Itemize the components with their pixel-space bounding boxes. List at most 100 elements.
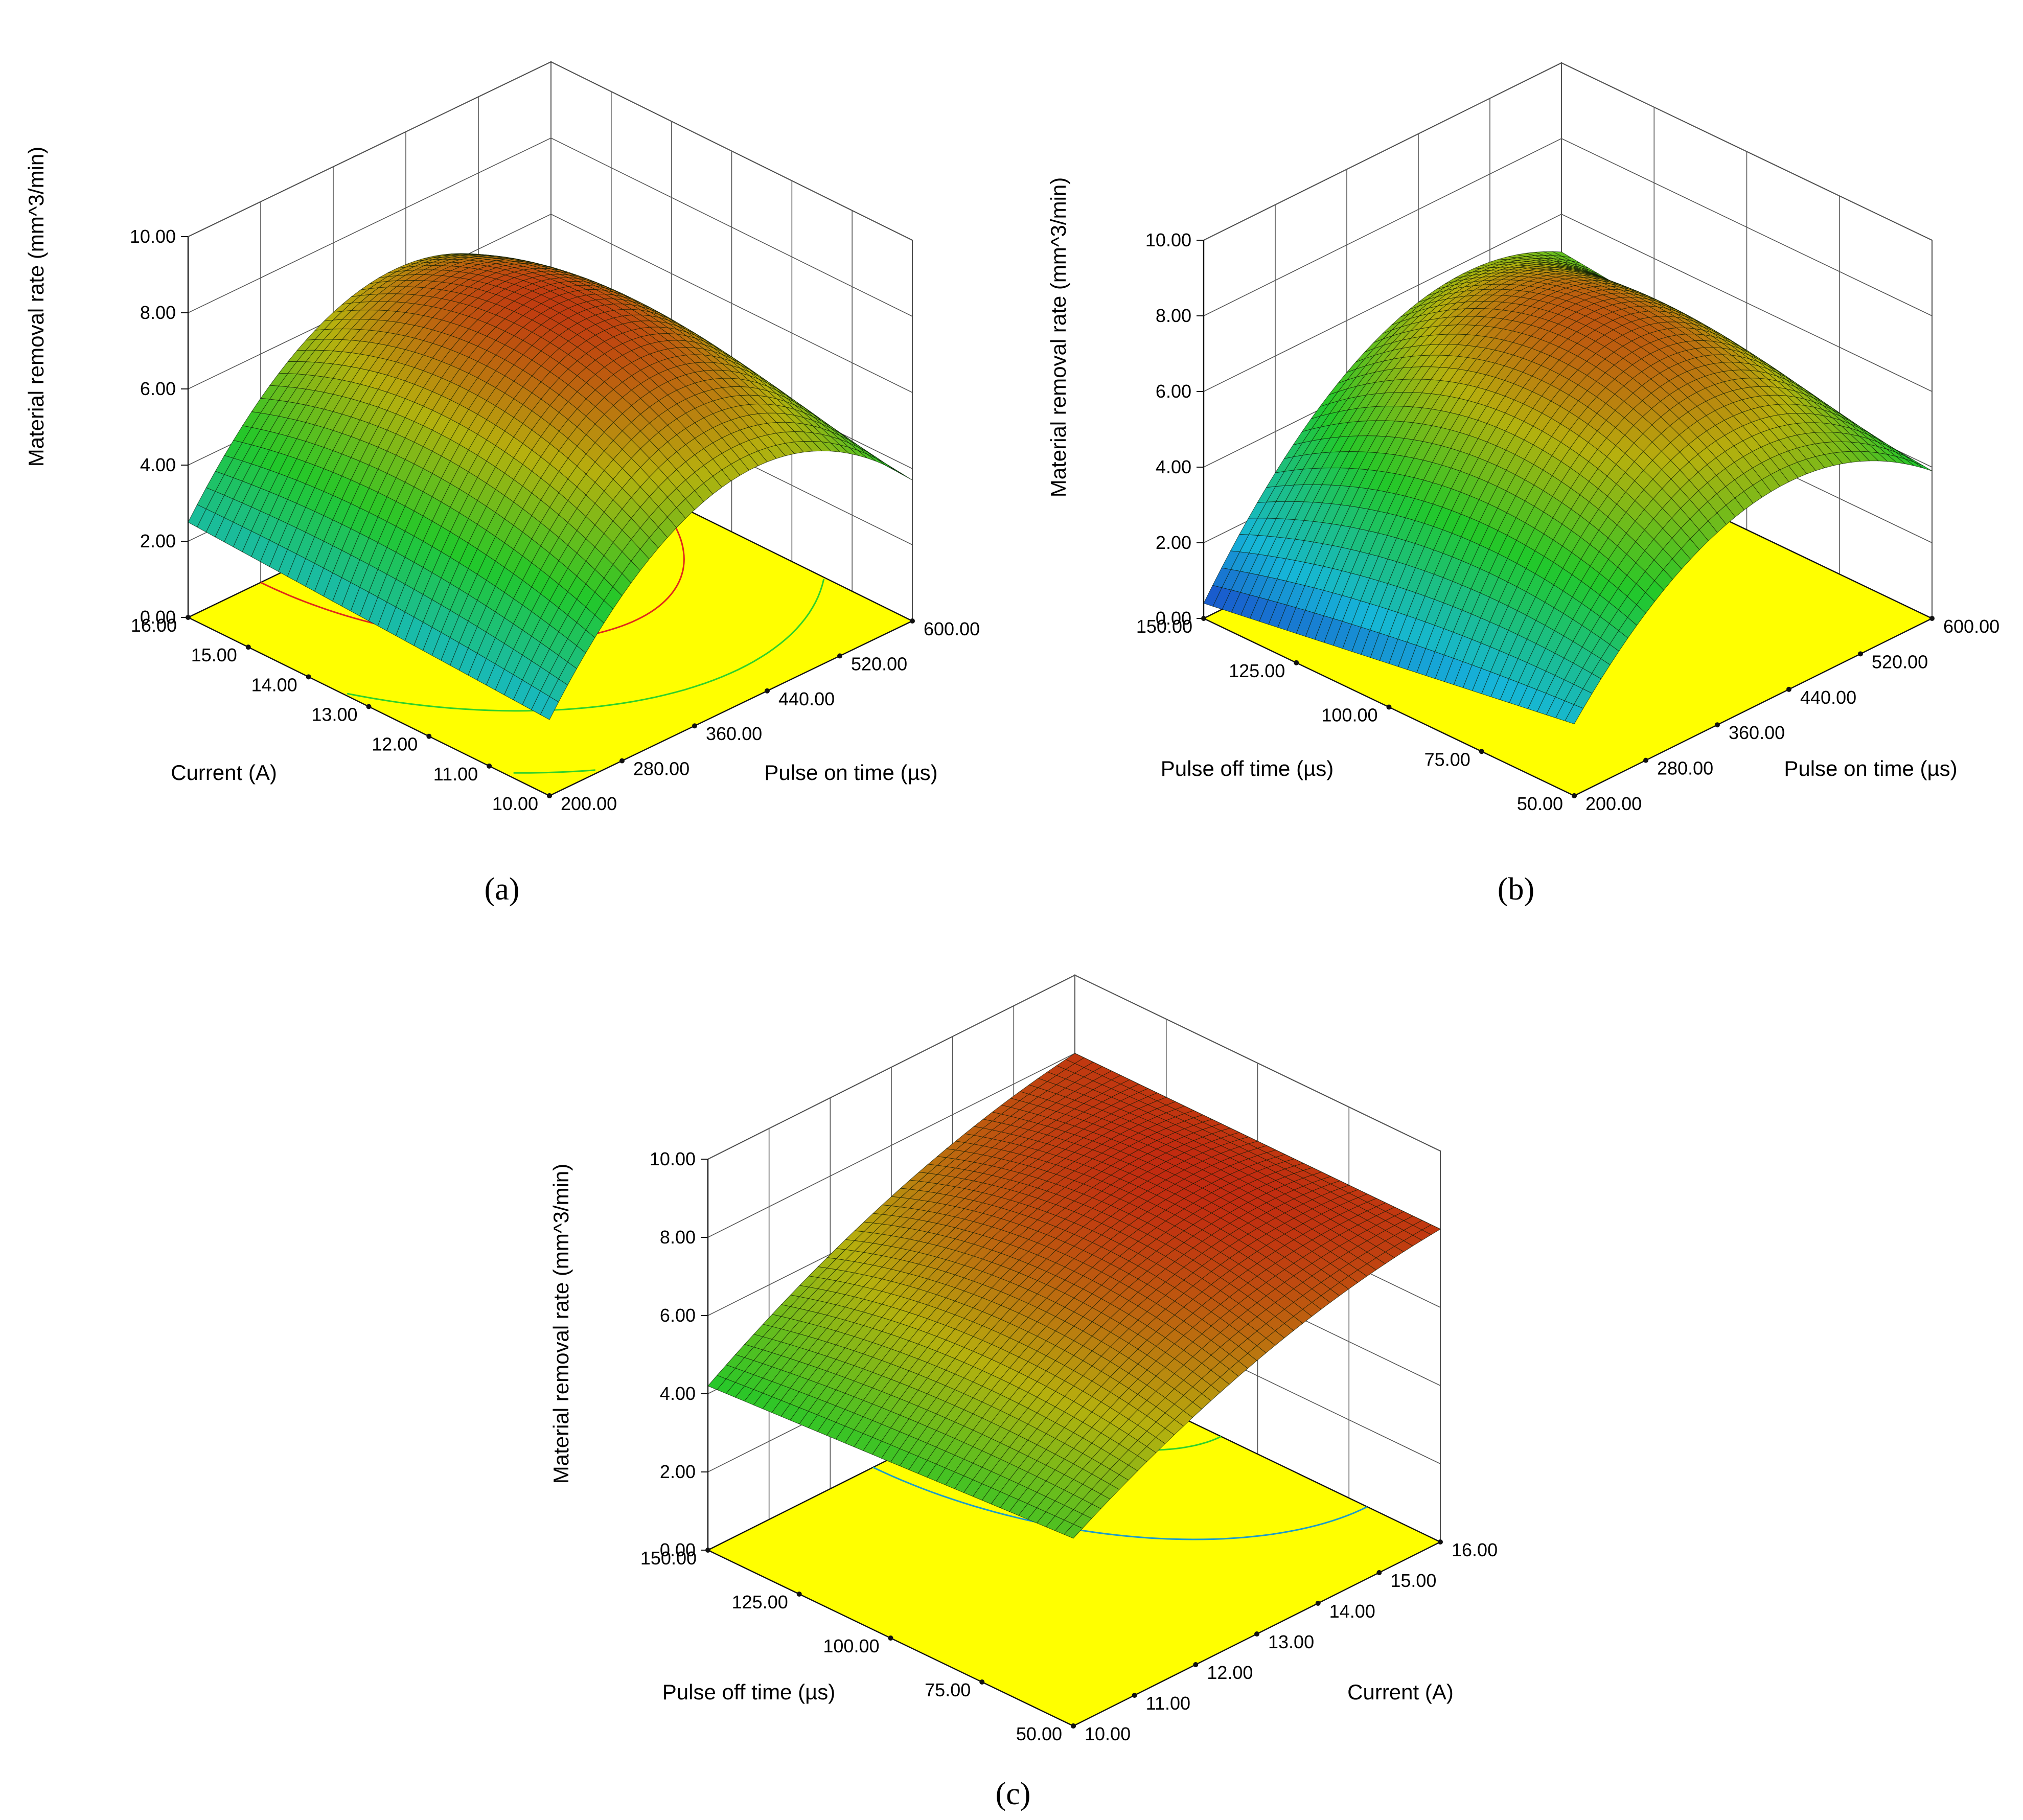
x-tick-label: 520.00 [1872,651,1928,672]
panel-a-x-axis-label: Pulse on time (µs) [764,761,937,785]
y-tick-mark [306,674,311,680]
y-tick-mark [245,644,251,650]
panel-a-surface [188,253,913,720]
x-tick-label: 600.00 [924,618,980,639]
y-tick-label: 50.00 [1517,793,1563,814]
y-tick-mark [487,763,492,769]
z-tick-label: 2.00 [1156,532,1191,553]
panel-a-ticks: 200.00 280.00 360.00 440.00 520.00 600.00 10.0… [130,226,980,814]
x-tick-label: 440.00 [778,688,835,709]
wall-gridline [1203,138,1933,316]
y-tick-mark [366,704,372,709]
z-tick-label: 4.00 [660,1383,696,1404]
z-tick-label: 10.00 [130,226,176,247]
z-tick-label: 2.00 [660,1461,696,1482]
wall-gridline [188,61,913,241]
wall-gridline [188,137,913,317]
z-tick-label: 4.00 [140,454,176,475]
y-tick-mark [426,733,432,739]
x-tick-label: 11.00 [1146,1693,1190,1714]
x-tick-mark [1643,757,1648,763]
y-tick-mark [1294,660,1299,665]
x-tick-mark [765,688,770,694]
z-tick-label: 8.00 [1156,305,1191,326]
y-tick-mark [1572,793,1577,798]
y-tick-label: 12.00 [372,734,418,755]
y-tick-mark [796,1592,802,1597]
x-tick-mark [1132,1693,1137,1698]
y-tick-label: 16.00 [131,615,177,636]
panel-b-x-axis-label: Pulse on time (µs) [1784,756,1957,780]
x-tick-mark [1376,1570,1382,1575]
wall-gridline [188,214,913,393]
panel-b-z-axis-label: Material removal rate (mm^3/min) [1046,177,1070,498]
y-tick-mark [547,793,552,798]
x-tick-label: 16.00 [1452,1539,1498,1560]
y-tick-label: 125.00 [732,1592,788,1612]
x-tick-mark [1254,1631,1259,1637]
x-tick-label: 10.00 [1085,1723,1131,1744]
z-tick-label: 10.00 [1145,229,1191,250]
panel-a-y-axis-label: Current (A) [171,761,277,785]
z-tick-label: 0.00 [660,1539,696,1560]
y-tick-label: 100.00 [1321,705,1377,726]
x-tick-label: 280.00 [633,758,689,779]
y-tick-label: 100.00 [823,1635,879,1656]
x-tick-label: 13.00 [1268,1631,1314,1652]
y-tick-mark [1479,749,1484,754]
x-tick-label: 14.00 [1329,1601,1375,1622]
x-tick-mark [1438,1539,1443,1545]
x-tick-label: 520.00 [851,653,907,674]
z-tick-label: 6.00 [1156,381,1191,402]
y-tick-label: 10.00 [492,793,538,814]
z-tick-label: 2.00 [140,531,176,551]
panel-b: 200.00 280.00 360.00 440.00 520.00 600.00 50.0… [1046,62,1999,907]
z-tick-label: 0.00 [140,607,176,628]
x-tick-mark [837,653,842,659]
y-tick-label: 50.00 [1016,1723,1062,1744]
x-tick-label: 360.00 [706,723,762,744]
x-tick-mark [1715,722,1720,728]
contour-line-green [347,579,825,712]
x-tick-mark [1858,651,1863,657]
wall-gridline [1203,214,1933,392]
contour-line-green [513,769,595,774]
z-tick-label: 4.00 [1156,456,1191,477]
x-tick-label: 360.00 [1729,722,1785,743]
z-tick-label: 6.00 [140,378,176,399]
x-tick-label: 12.00 [1207,1662,1253,1683]
x-tick-label: 600.00 [1943,616,1999,637]
x-tick-label: 280.00 [1657,758,1713,779]
y-tick-mark [979,1679,985,1685]
y-tick-label: 14.00 [251,674,297,695]
y-tick-mark [1071,1723,1076,1729]
z-tick-label: 8.00 [140,302,176,323]
z-tick-label: 0.00 [1156,608,1191,629]
x-tick-mark [692,723,697,729]
panel-a-label: (a) [485,872,520,907]
x-tick-label: 200.00 [561,793,617,814]
panel-b-surface [1203,251,1933,724]
y-tick-label: 13.00 [311,704,357,725]
y-tick-mark [888,1635,893,1641]
y-tick-label: 75.00 [1424,749,1470,770]
y-tick-label: 125.00 [1229,660,1285,681]
wall-gridline [1203,62,1933,241]
panel-b-y-axis-label: Pulse off time (µs) [1161,756,1334,780]
x-tick-mark [1929,616,1935,621]
panel-b-label: (b) [1498,872,1534,907]
panel-a: 200.00 280.00 360.00 440.00 520.00 600.00 10.0… [24,61,980,907]
x-tick-mark [910,618,915,624]
x-tick-label: 200.00 [1585,793,1642,814]
x-tick-mark [1193,1662,1199,1667]
panel-a-z-axis-label: Material removal rate (mm^3/min) [24,147,48,467]
x-tick-label: 440.00 [1800,687,1856,708]
x-tick-mark [619,758,625,764]
y-tick-mark [1386,704,1392,710]
x-tick-mark [1315,1601,1321,1606]
y-tick-label: 11.00 [433,764,478,785]
x-tick-mark [1786,686,1791,692]
x-tick-label: 15.00 [1390,1570,1436,1591]
surface-facet [540,696,559,720]
